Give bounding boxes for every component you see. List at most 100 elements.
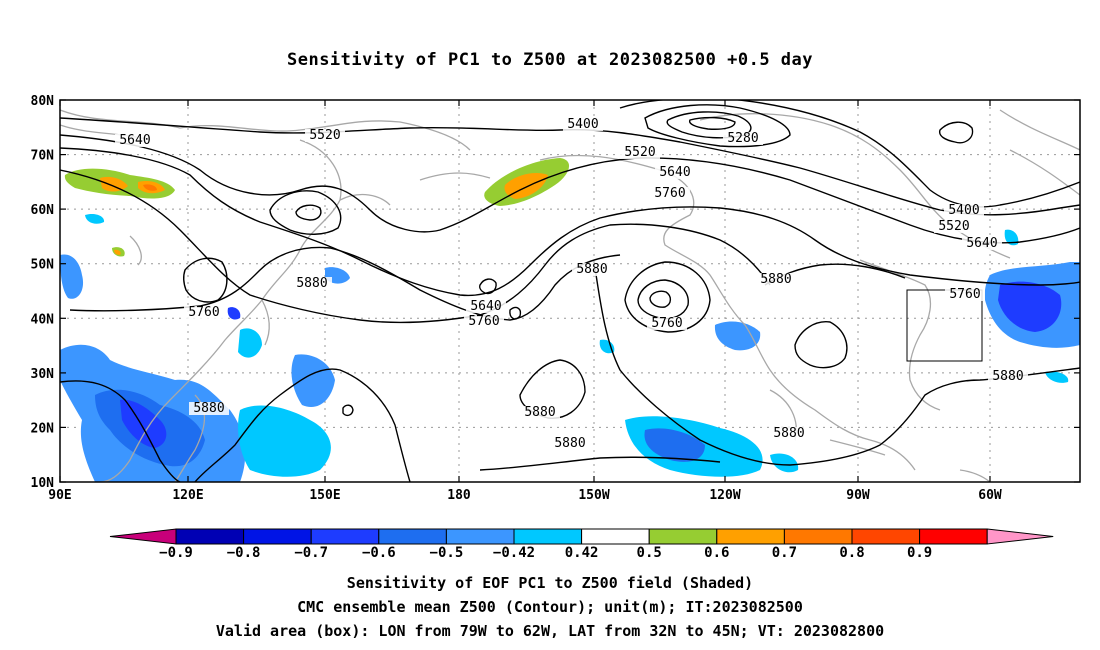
contour-label-bg [184,306,224,319]
contour-label: 5520 [309,128,340,143]
contour-label-bg [572,263,612,276]
colorbar-tick-label: 0.9 [907,545,932,561]
colorbar-tick-label: −0.9 [159,545,193,561]
colorbar-tick-label: −0.8 [227,545,261,561]
negative-sensitivity-region [238,405,331,477]
contour-label-bg [723,132,763,145]
colorbar-tick-label: 0.42 [565,545,599,561]
negative-sensitivity-region [291,354,335,408]
contour-label: 5880 [576,262,607,277]
contour-label-bg [650,187,690,200]
longitude-axis: 90E 120E 150E 180 150W 120W 90W 60W [48,100,1002,503]
colorbar-swatch [648,528,718,545]
contour-label: 5640 [470,299,501,314]
chart-title: Sensitivity of PC1 to Z500 at 2023082500… [286,50,813,70]
contour-label: 5760 [651,316,682,331]
contour-label: 5880 [760,272,791,287]
contour-label-bg [292,277,332,290]
lon-label: 180 [447,488,471,503]
map-frame [59,99,1081,483]
contour-label-bg [934,220,974,233]
lat-label: 30N [31,367,55,382]
negative-sensitivity-core [644,428,705,462]
lon-label: 90E [48,488,71,503]
contour-label-bg [466,300,506,313]
colorbar-tick-label: −0.6 [362,545,396,561]
lat-label: 50N [31,258,55,273]
lon-label: 150E [309,488,340,503]
contour-label-bg [520,406,560,419]
colorbar-swatch [310,528,380,545]
valid-area-box [906,289,983,362]
colorbar-swatch [581,528,650,545]
colorbar-tick-label: −0.42 [493,545,535,561]
lon-label: 150W [578,488,609,503]
lat-label: 80N [31,94,55,109]
colorbar-tick-label: 0.6 [704,545,729,561]
contour-label-bg [115,134,155,147]
colorbar-tick-label: 0.5 [637,545,662,561]
positive-sensitivity-core [100,176,128,192]
contour-label-bg [305,129,345,142]
contour-label: 5400 [567,117,598,132]
contour-label-bg [945,288,985,301]
colorbar-swatch [175,528,245,545]
colorbar-tick-label: −0.7 [294,545,328,561]
caption-line-1: Sensitivity of EOF PC1 to Z500 field (Sh… [346,574,754,592]
lat-label: 40N [31,312,55,327]
contour-label: 5880 [992,369,1023,384]
colorbar-tick-label: 0.8 [839,545,864,561]
lon-label: 120E [172,488,203,503]
contour-label: 5640 [659,165,690,180]
contour-label: 5760 [654,186,685,201]
latitude-axis: 80N 70N 60N 50N 40N 30N 20N 10N [31,94,1080,491]
colorbar-swatch [378,528,447,545]
colorbar: −0.9 −0.8 −0.7 −0.6 −0.5 −0.42 0.42 0.5 0.6 0.7 0.… [109,528,1054,561]
colorbar-swatch [716,528,785,545]
colorbar-swatch [783,528,853,545]
lat-label: 10N [31,476,55,491]
contour-label: 5880 [773,426,804,441]
contour-label-bg [620,146,660,159]
colorbar-swatch [919,528,988,545]
lat-label: 70N [31,149,55,164]
contour-label-bg [189,402,229,415]
lat-label: 20N [31,421,55,436]
colorbar-tick-label: −0.5 [430,545,464,561]
lon-label: 60W [978,488,1002,503]
contour-label-bg [550,437,590,450]
contour-label-bg [464,315,504,328]
contour-labels: 5640 552054005280552056405760540055205640… [115,117,1028,451]
contour-label: 5760 [949,287,980,302]
contour-label: 5640 [119,133,150,148]
negative-sensitivity-region [85,213,105,224]
contour-label: 5880 [193,401,224,416]
contour-label: 5760 [468,314,499,329]
negative-sensitivity-region [1045,371,1069,383]
negative-sensitivity-region [60,254,84,299]
contour-label: 5640 [966,236,997,251]
colorbar-swatch [243,528,312,545]
negative-sensitivity-region [599,339,615,354]
contour-label: 5280 [727,131,758,146]
contour-label: 5760 [188,305,219,320]
negative-sensitivity-region [227,307,241,320]
contour-label: 5880 [296,276,327,291]
contour-label-bg [962,237,1002,250]
colorbar-swatch [513,528,583,545]
contour-label: 5400 [948,203,979,218]
lon-label: 90W [846,488,870,503]
contour-label: 5520 [938,219,969,234]
negative-sensitivity-region [1004,229,1019,246]
sensitivity-shading [60,158,1080,482]
contour-label-bg [769,427,809,440]
negative-sensitivity-core [998,281,1062,332]
contour-label-bg [944,204,984,217]
contour-label: 5880 [554,436,585,451]
contour-label-bg [563,118,603,131]
caption-line-2: CMC ensemble mean Z500 (Contour); unit(m… [297,598,803,616]
negative-sensitivity-core [120,399,167,448]
z500-contours [60,100,1080,482]
contour-label: 5880 [524,405,555,420]
